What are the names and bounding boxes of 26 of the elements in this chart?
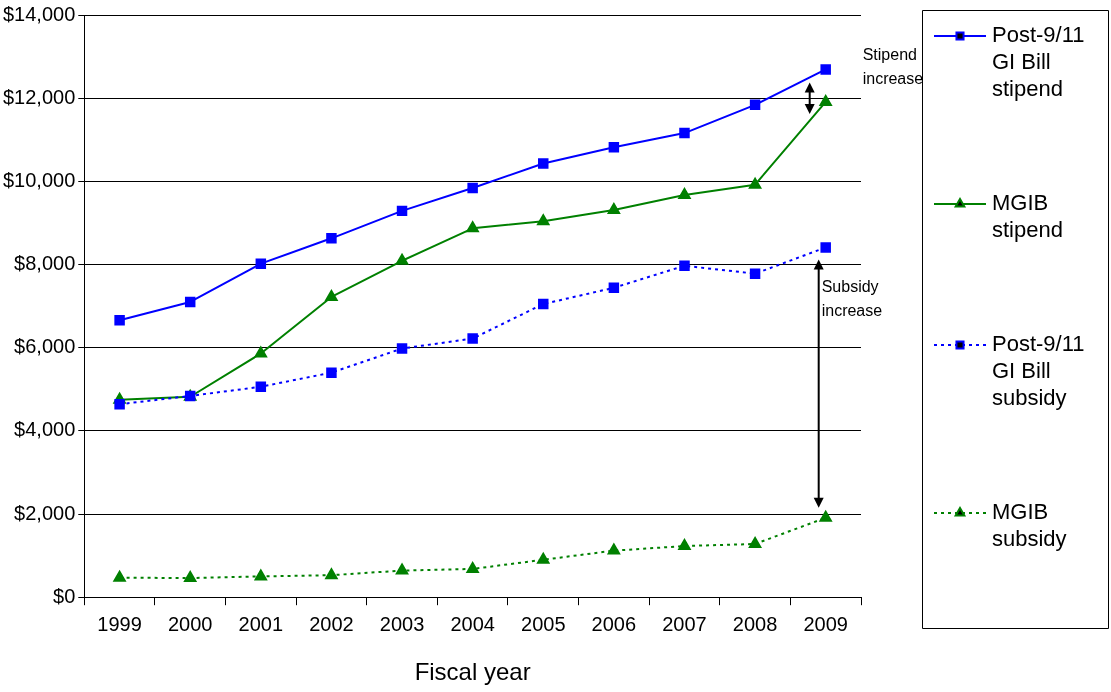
legend-label: MGIB subsidy <box>992 499 1067 552</box>
y-tick-label: $8,000 <box>14 252 76 275</box>
y-tick-label: $4,000 <box>14 418 76 441</box>
y-tick-label: $2,000 <box>14 501 76 524</box>
x-tick-label: 2001 <box>238 612 284 635</box>
x-tick-label: 2002 <box>309 612 354 635</box>
y-tick-label: $10,000 <box>3 168 76 191</box>
x-tick-label: 2004 <box>450 612 495 635</box>
legend-label: Post-9/11 GI Bill subsidy <box>992 331 1085 411</box>
text: Stipend increase <box>862 45 924 87</box>
legend-label: Post-9/11 GI Bill stipend <box>992 22 1085 102</box>
x-tick-label: 2008 <box>732 612 778 635</box>
x-axis-title: Fiscal year <box>414 658 531 686</box>
x-tick-label: 2007 <box>662 612 707 635</box>
x-tick-label: 2009 <box>803 612 848 635</box>
annotation: Subsidy increase <box>821 277 883 319</box>
y-tick-label: $14,000 <box>3 2 76 25</box>
x-tick-label: 2000 <box>167 612 213 635</box>
x-tick-label: 1999 <box>97 612 142 635</box>
legend-label: MGIB stipend <box>992 190 1063 243</box>
x-tick-label: 2006 <box>591 612 637 635</box>
y-tick-label: $0 <box>53 584 76 607</box>
x-tick-label: 2003 <box>379 612 425 635</box>
y-tick-label: $12,000 <box>3 85 76 108</box>
x-tick-label: 2005 <box>521 612 566 635</box>
y-tick-label: $6,000 <box>14 335 76 358</box>
